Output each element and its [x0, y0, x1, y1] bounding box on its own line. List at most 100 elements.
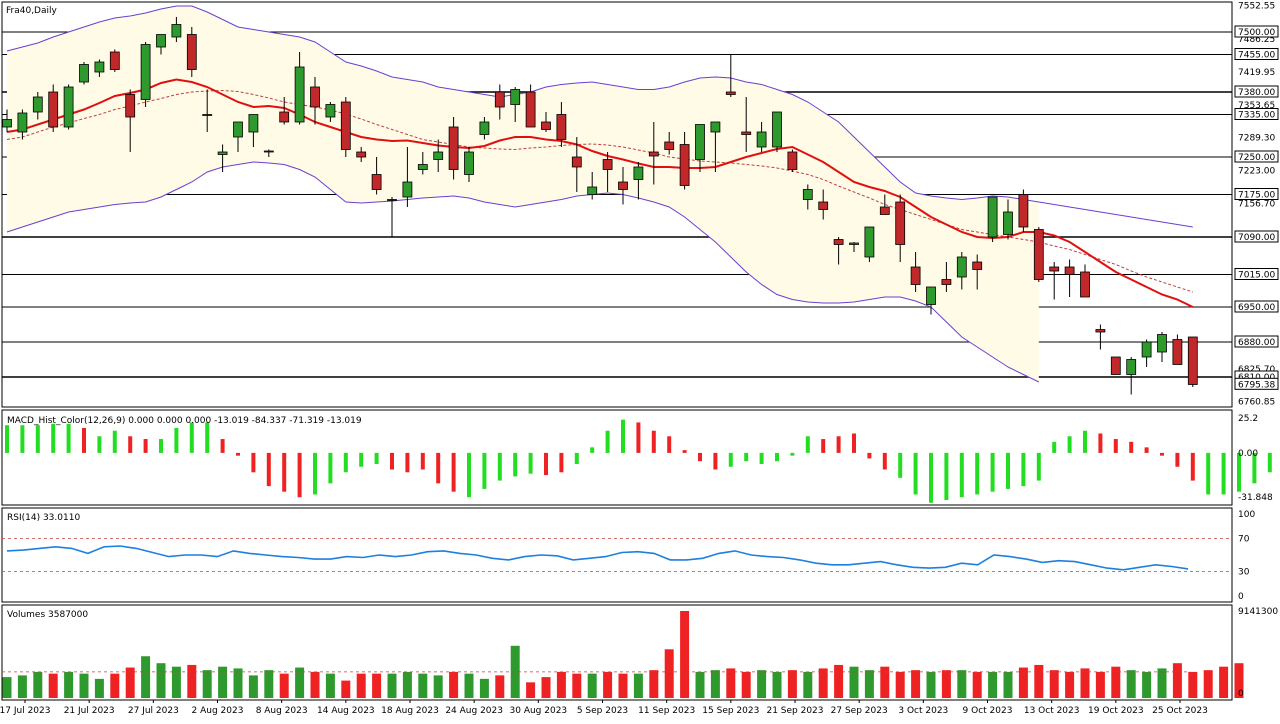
candle-body: [217, 151, 228, 155]
macd-bar: [497, 452, 502, 481]
macd-bar: [605, 430, 610, 453]
candle-body: [787, 151, 798, 170]
price-tick-label: 7419.95: [1238, 68, 1275, 78]
volume-bar: [479, 678, 489, 698]
macd-bar: [467, 452, 471, 498]
volume-bar: [510, 645, 520, 698]
candle-body: [849, 242, 859, 245]
candle-body: [618, 181, 628, 190]
volume-bar: [864, 670, 874, 698]
price-level-box: [1234, 230, 1279, 243]
date-tick-label: 21 Sep 2023: [766, 706, 823, 716]
volume-bar: [202, 670, 212, 698]
macd-bar: [266, 452, 271, 487]
macd-bar: [20, 425, 25, 453]
macd-bar: [205, 422, 210, 453]
volume-bar: [356, 673, 366, 698]
macd-bar: [174, 427, 179, 453]
volume-bar: [1111, 666, 1121, 698]
volume-bar: [264, 670, 274, 698]
volume-bar: [926, 671, 936, 698]
date-tick-label: 19 Oct 2023: [1088, 706, 1144, 716]
candle-body: [2, 119, 12, 128]
macd-bar: [82, 427, 86, 453]
candle-body: [833, 239, 844, 245]
price-tick-label: 7353.65: [1238, 101, 1275, 111]
candle-body: [32, 96, 43, 113]
candle-body: [664, 141, 675, 150]
candle-body: [1080, 271, 1090, 298]
ma-red-line: [6, 78, 1194, 308]
candle-body: [571, 156, 582, 168]
candle-body: [494, 91, 505, 108]
volume-bar: [633, 673, 643, 698]
macd-bar: [128, 436, 133, 453]
volume-bar: [1003, 671, 1013, 698]
macd-bar: [1237, 452, 1241, 492]
macd-bar: [1267, 452, 1272, 473]
candle-body: [510, 89, 521, 105]
candle-body: [1018, 194, 1029, 228]
volume-bar: [1034, 664, 1044, 698]
candle-body: [679, 144, 690, 186]
candle-body: [263, 150, 274, 153]
volume-bar: [418, 673, 428, 698]
price-level-box: [1234, 268, 1279, 280]
volume-bar: [710, 670, 720, 698]
volume-bar: [941, 670, 951, 698]
candle-body: [864, 226, 875, 258]
macd-bar: [1160, 452, 1164, 456]
candle-body: [63, 86, 74, 128]
candle-body: [310, 86, 320, 108]
candle-body: [156, 34, 166, 48]
macd-title: MACD_Hist_Color(12,26,9) 0.000 0.000 0.0…: [7, 416, 362, 426]
moving-average-lines: [6, 78, 1194, 308]
rsi-line: [6, 545, 1189, 571]
candle-body: [987, 196, 998, 238]
date-tick-label: 5 Sep 2023: [577, 706, 628, 716]
macd-bar: [744, 452, 749, 462]
volume-bar: [279, 673, 289, 698]
candle-body: [1126, 359, 1137, 375]
chart-title: Fra40,Daily: [6, 6, 57, 16]
price-level-label: 7455.00: [1238, 51, 1275, 61]
volume-bar: [156, 663, 166, 698]
candle-body: [17, 112, 28, 133]
price-level-box: [1234, 25, 1279, 38]
volume-tick-label: 0: [1238, 689, 1244, 699]
date-tick-label: 24 Aug 2023: [445, 706, 503, 716]
volume-bar: [1172, 663, 1182, 698]
price-level-label: 6950.00: [1238, 303, 1275, 313]
date-tick-label: 18 Aug 2023: [381, 706, 439, 716]
candle-body: [233, 121, 243, 138]
macd-bar: [759, 452, 764, 464]
bollinger-band-fill: [7, 6, 1039, 382]
volume-pane: 9141300 0: [2, 607, 1278, 699]
candle-body: [1110, 356, 1121, 375]
date-tick-label: 2 Aug 2023: [192, 706, 244, 716]
candle-body: [464, 151, 474, 175]
macd-bar: [528, 452, 533, 474]
price-level-box: [1234, 300, 1279, 313]
volume-bar: [2, 677, 12, 698]
candle-body: [248, 114, 259, 133]
candle-body: [340, 101, 351, 150]
macd-bar: [1206, 452, 1211, 495]
volume-bar: [218, 666, 228, 698]
volume-title: Volumes 3587000: [7, 610, 88, 620]
candle-body: [725, 91, 736, 95]
volume-bar: [695, 671, 705, 698]
volume-bar: [1203, 670, 1213, 698]
macd-bar: [559, 452, 564, 473]
macd-bar: [1175, 452, 1180, 467]
candle-body: [1157, 334, 1167, 353]
macd-bar: [482, 452, 487, 489]
candle-body: [140, 44, 151, 100]
candle-body: [356, 151, 367, 158]
candle-body: [926, 286, 936, 305]
macd-bar: [667, 436, 672, 453]
candle-body: [94, 61, 105, 73]
candle-body: [695, 124, 705, 160]
price-level-box: [1234, 188, 1279, 200]
